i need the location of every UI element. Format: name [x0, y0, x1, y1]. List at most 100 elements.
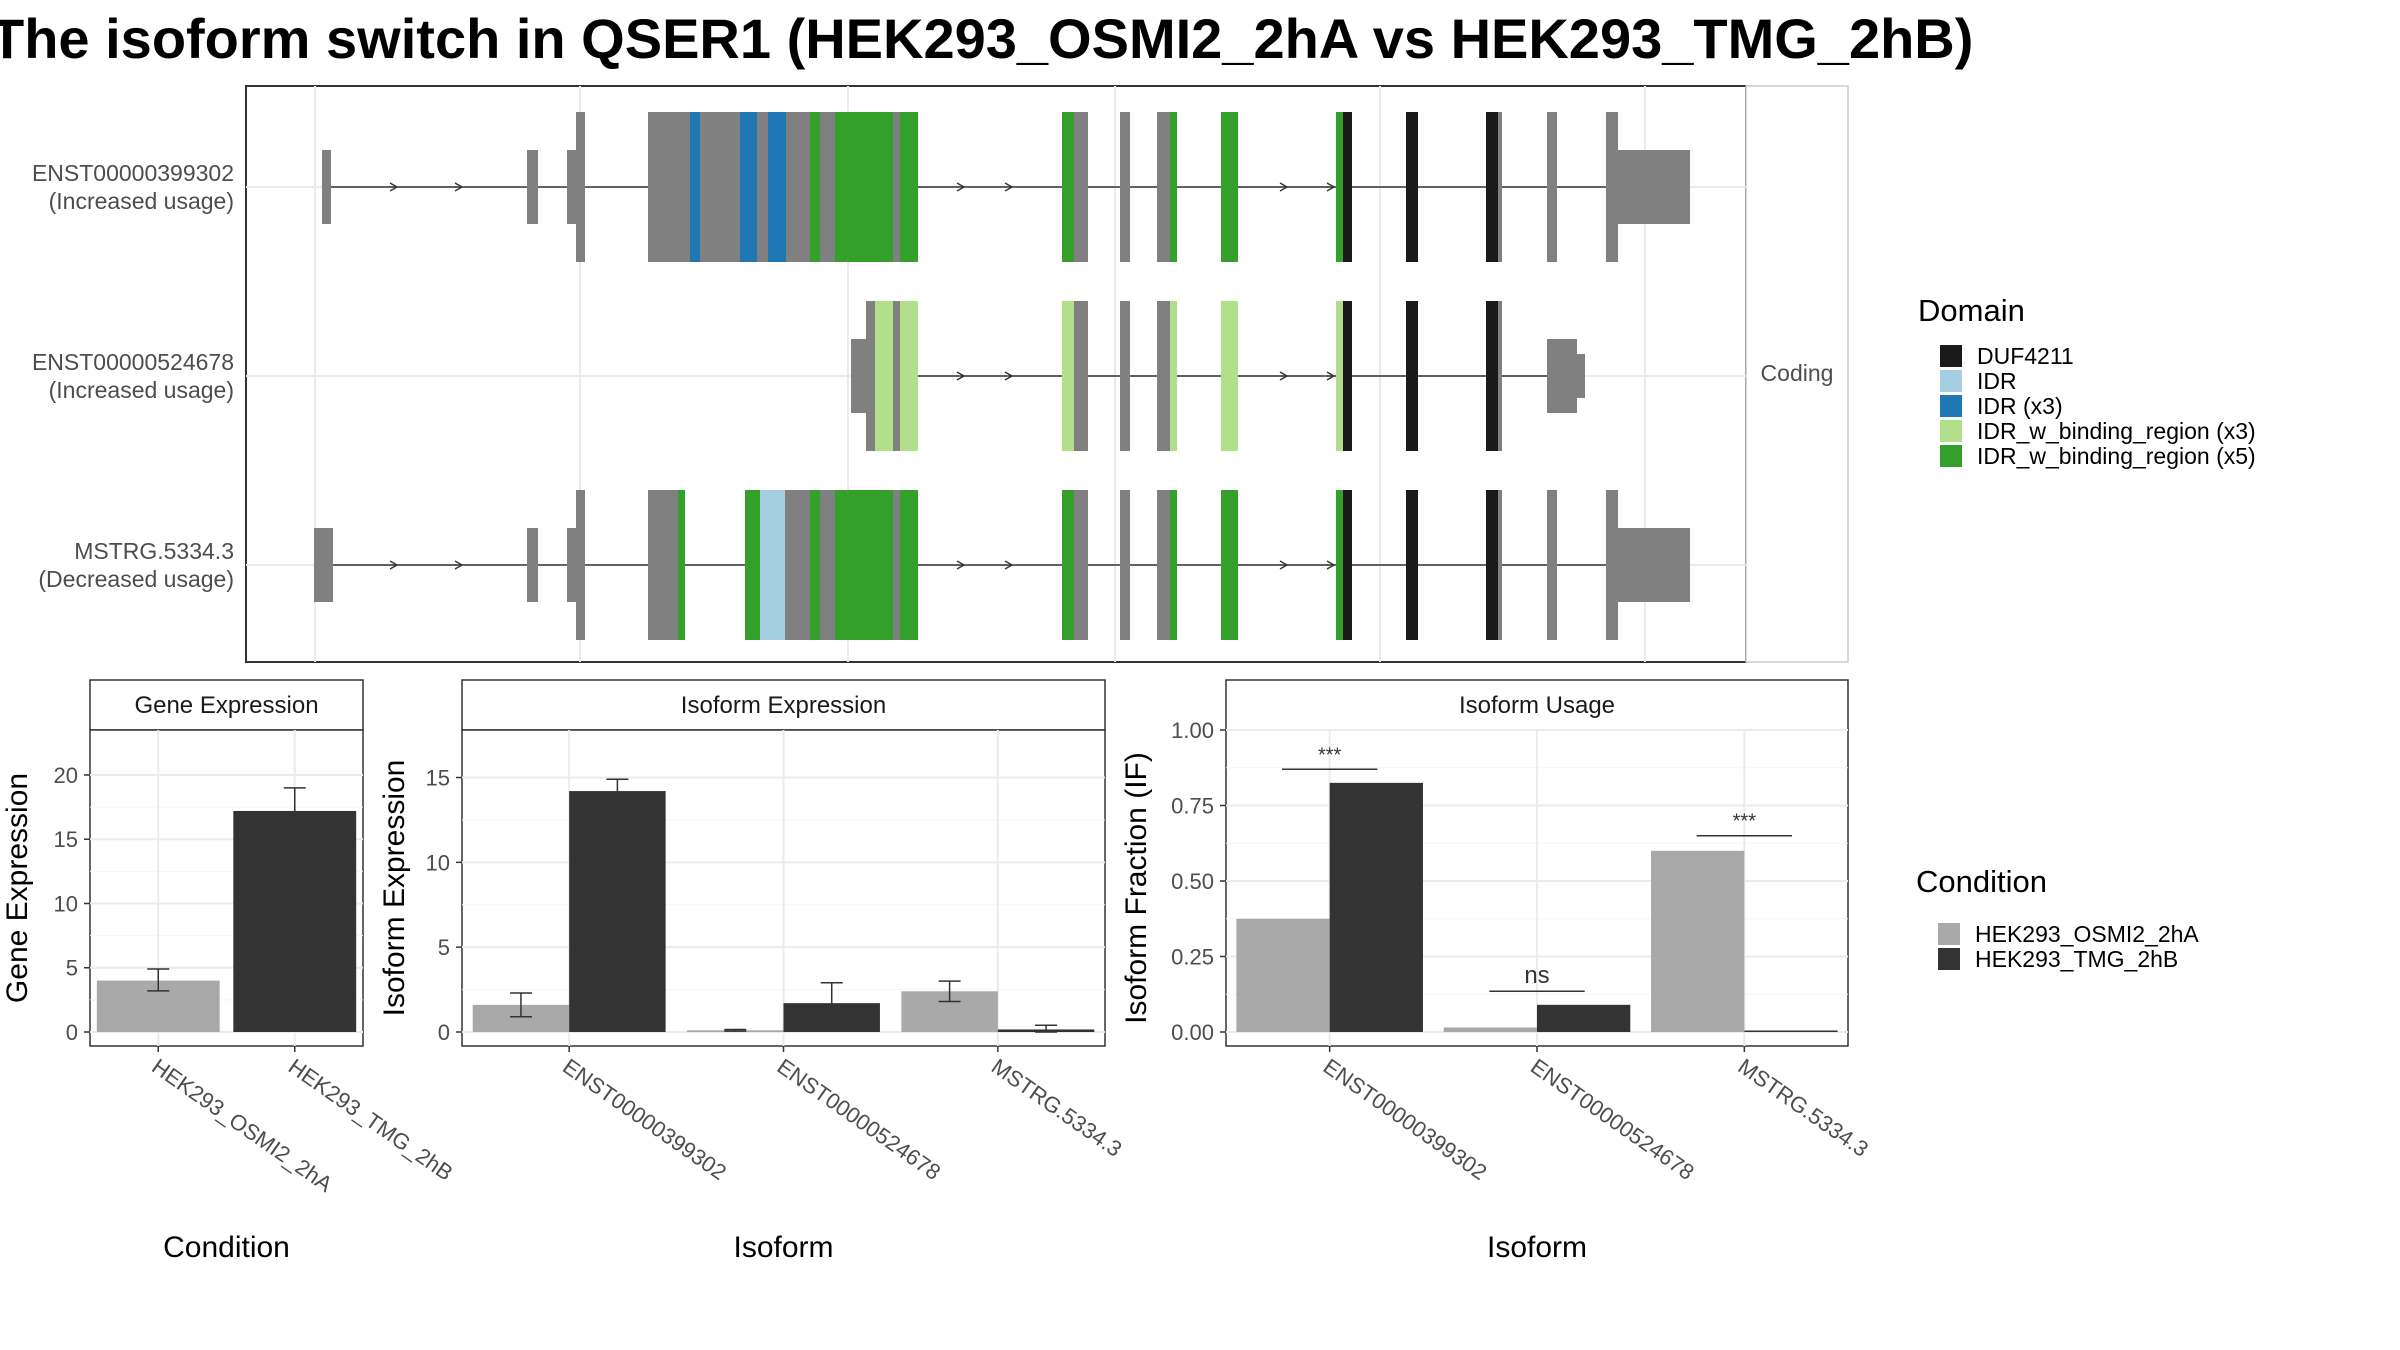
condition-legend-label: HEK293_TMG_2hB: [1975, 946, 2178, 972]
y-tick-label: 20: [54, 763, 78, 788]
coding-exon: [757, 112, 768, 262]
transcript-id-label: ENST00000399302: [32, 160, 234, 186]
y-axis-title: Isoform Expression: [378, 760, 411, 1017]
strand-arrow: [1326, 182, 1336, 192]
x-axis-title: Condition: [163, 1231, 290, 1264]
strand-arrow: [1004, 371, 1014, 381]
error-bar: [820, 982, 843, 1026]
coding-exon: [893, 112, 900, 262]
transcript-usage-label: (Decreased usage): [38, 566, 234, 592]
error-bar: [509, 992, 532, 1018]
coding-exon: [1074, 112, 1088, 262]
coding-exon: [893, 490, 900, 640]
coding-exon: [648, 112, 690, 262]
bar: [569, 791, 666, 1032]
transcript-usage-label: (Increased usage): [49, 377, 234, 403]
coding-exon: [893, 301, 900, 451]
strand-arrow: [1279, 560, 1289, 570]
strand-arrow: [1279, 371, 1289, 381]
strand-arrow: [956, 560, 966, 570]
bar-panels: Gene Expression05101520HEK293_OSMI2_2hAH…: [1, 679, 1873, 1264]
y-tick-label: 0.75: [1171, 794, 1214, 819]
utr-exon: [527, 150, 538, 224]
coding-exon: [835, 490, 893, 640]
bar-panel-1: Isoform Expression 0 5 10 15 ENST00000399302 E…: [378, 679, 1127, 1264]
domain-legend-swatch: [1940, 420, 1962, 442]
domain-legend-swatch: [1940, 345, 1962, 367]
coding-exon: [700, 112, 740, 262]
condition-legend-title: Condition: [1916, 864, 2047, 899]
error-bar: [147, 968, 170, 992]
coding-exon: [1120, 490, 1130, 640]
x-tick-label: ENST00000524678: [1526, 1054, 1699, 1185]
utr-exon: [314, 528, 333, 602]
strand-arrow: [956, 371, 966, 381]
y-tick-label: 5: [438, 935, 450, 960]
domain-legend-swatch: [1940, 445, 1962, 467]
y-tick-label: 0.00: [1171, 1020, 1214, 1045]
strand-arrow: [389, 182, 399, 192]
coding-exon: [1547, 490, 1557, 640]
y-axis-title: Isoform Fraction (IF): [1120, 752, 1153, 1024]
error-bar: [283, 787, 306, 834]
coding-exon: [1120, 112, 1130, 262]
coding-exon: [1074, 301, 1088, 451]
coding-exon: [1486, 490, 1498, 640]
x-axis-title: Isoform: [733, 1231, 833, 1264]
bar: [1443, 1027, 1537, 1032]
condition-legend-label: HEK293_OSMI2_2hA: [1975, 921, 2199, 947]
coding-exon: [1606, 112, 1618, 262]
y-tick-label: 1.00: [1171, 718, 1214, 743]
coding-exon: [740, 112, 757, 262]
coding-exon: [900, 112, 918, 262]
coding-exon: [690, 112, 700, 262]
coding-exon: [810, 490, 820, 640]
x-tick-label: ENST00000399302: [1319, 1054, 1492, 1185]
utr-exon: [322, 150, 331, 224]
domain-legend-label: IDR: [1977, 368, 2017, 394]
panel-strip: [461, 679, 1106, 731]
coding-exon: [875, 301, 893, 451]
bar: [1744, 1030, 1838, 1032]
utr-exon: [1577, 354, 1585, 398]
coding-exon: [1157, 490, 1170, 640]
structure-plot-border: [245, 85, 1747, 663]
coding-exon: [900, 301, 918, 451]
strand-arrow: [956, 182, 966, 192]
panel-title: Isoform Expression: [681, 692, 886, 719]
coding-exon: [1498, 490, 1502, 640]
coding-exon: [786, 112, 810, 262]
coding-exon: [1343, 301, 1352, 451]
coding-exon: [678, 490, 685, 640]
coding-exon: [1343, 490, 1352, 640]
domain-legend-title: Domain: [1918, 293, 2025, 328]
error-bar: [1035, 1024, 1058, 1033]
coding-exon: [576, 112, 585, 262]
y-tick-label: 0: [438, 1020, 450, 1045]
coding-exon: [768, 112, 786, 262]
domain-legend-label: IDR_w_binding_region (x5): [1977, 443, 2256, 469]
condition-legend-swatch: [1938, 923, 1960, 945]
coding-exon: [1074, 490, 1088, 640]
utr-exon: [527, 528, 538, 602]
coding-exon: [1336, 112, 1343, 262]
utr-exon: [851, 339, 866, 413]
coding-exon: [866, 301, 875, 451]
strand-arrow: [1279, 182, 1289, 192]
coding-exon: [785, 490, 810, 640]
y-tick-label: 10: [54, 891, 78, 916]
error-bar: [938, 980, 961, 1003]
x-tick-label: ENST00000399302: [558, 1054, 731, 1185]
y-tick-label: 0.25: [1171, 945, 1214, 970]
coding-exon: [1336, 490, 1343, 640]
panel-strip: [1225, 679, 1849, 731]
bar: [1236, 918, 1330, 1032]
transcript-tracks: ENST00000399302(Increased usage)ENST0000…: [32, 112, 1690, 640]
coding-exon: [1170, 301, 1177, 451]
coding-exon: [1170, 490, 1177, 640]
coding-exon: [835, 112, 893, 262]
error-bar: [724, 1028, 747, 1032]
panel-title: Isoform Usage: [1459, 692, 1615, 719]
significance-label: ***: [1318, 744, 1342, 766]
